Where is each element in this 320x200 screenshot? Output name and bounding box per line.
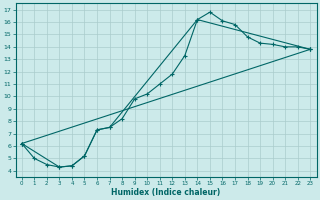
X-axis label: Humidex (Indice chaleur): Humidex (Indice chaleur) (111, 188, 221, 197)
